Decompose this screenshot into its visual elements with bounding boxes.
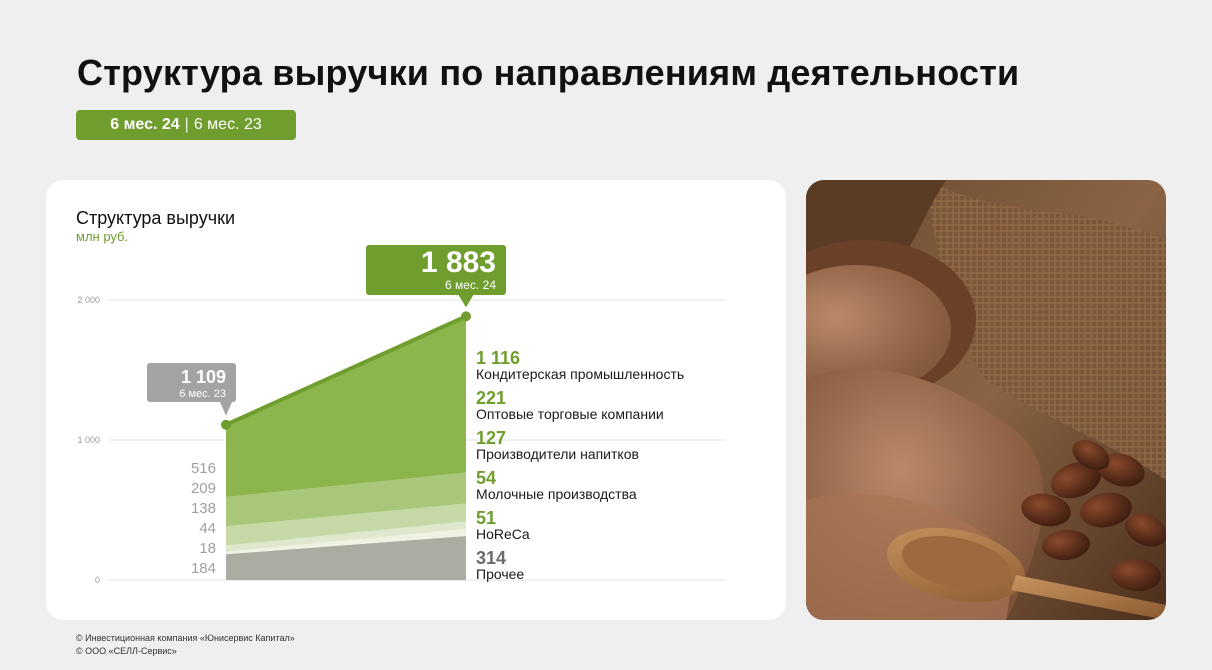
left-series-value: 516 <box>191 460 216 477</box>
right-series-value: 54 <box>476 468 496 488</box>
series-name: Производители напитков <box>476 446 639 462</box>
left-series-value: 184 <box>191 560 216 577</box>
total-value-previous: 1 109 <box>181 367 226 387</box>
total-period-current: 6 мес. 24 <box>445 278 496 292</box>
period-previous: 6 мес. 23 <box>193 116 262 133</box>
page-title: Структура выручки по направлениям деятел… <box>77 52 1020 93</box>
right-series-value: 1 116 <box>476 348 520 368</box>
y-tick-label: 2 000 <box>77 295 100 305</box>
area-segment <box>226 528 466 555</box>
y-tick-label: 0 <box>95 575 100 585</box>
period-current: 6 мес. 24 <box>110 116 180 133</box>
callout-pointer-current <box>458 294 474 308</box>
right-series-value: 314 <box>476 548 506 568</box>
left-series-value: 209 <box>191 480 216 497</box>
right-series-value: 221 <box>476 388 506 408</box>
total-value-current: 1 883 <box>421 246 496 279</box>
y-tick-label: 1 000 <box>77 435 100 445</box>
area-segment <box>226 521 466 552</box>
area-segment <box>226 536 466 580</box>
series-name: Прочее <box>476 566 524 582</box>
left-series-value: 18 <box>199 540 216 557</box>
total-point <box>461 311 471 322</box>
right-series-value: 51 <box>476 508 496 528</box>
series-name: Молочные производства <box>476 486 637 502</box>
area-segment <box>226 503 466 546</box>
total-line <box>224 314 468 427</box>
period-badge: 6 мес. 24 | 6 мес. 23 <box>76 110 296 140</box>
chart-title: Структура выручки <box>76 208 236 228</box>
period-separator: | <box>184 116 189 133</box>
callout-box-previous <box>147 363 236 402</box>
footer-line-2: © ООО «СЕЛЛ-Сервис» <box>76 646 177 656</box>
left-series-value: 138 <box>191 500 216 517</box>
total-period-previous: 6 мес. 23 <box>179 388 226 400</box>
area-segment <box>226 316 466 497</box>
chart-card: Структура выручки млн руб. 0 1 000 2 000 18… <box>46 180 786 620</box>
cocoa-photo-illustration <box>806 180 1166 620</box>
left-series-value: 44 <box>199 520 216 537</box>
area-segment <box>226 472 466 527</box>
chart-unit: млн руб. <box>76 229 129 244</box>
series-name: Кондитерская промышленность <box>476 366 684 382</box>
callout-box-current <box>366 245 506 295</box>
callout-pointer-previous <box>220 402 232 416</box>
cocoa-photo <box>806 180 1166 620</box>
total-point <box>221 419 231 430</box>
footer-line-1: © Инвестиционная компания «Юнисервис Кап… <box>76 633 295 643</box>
series-name: HoReCa <box>476 526 530 542</box>
series-name: Оптовые торговые компании <box>476 406 664 422</box>
right-series-value: 127 <box>476 428 506 448</box>
